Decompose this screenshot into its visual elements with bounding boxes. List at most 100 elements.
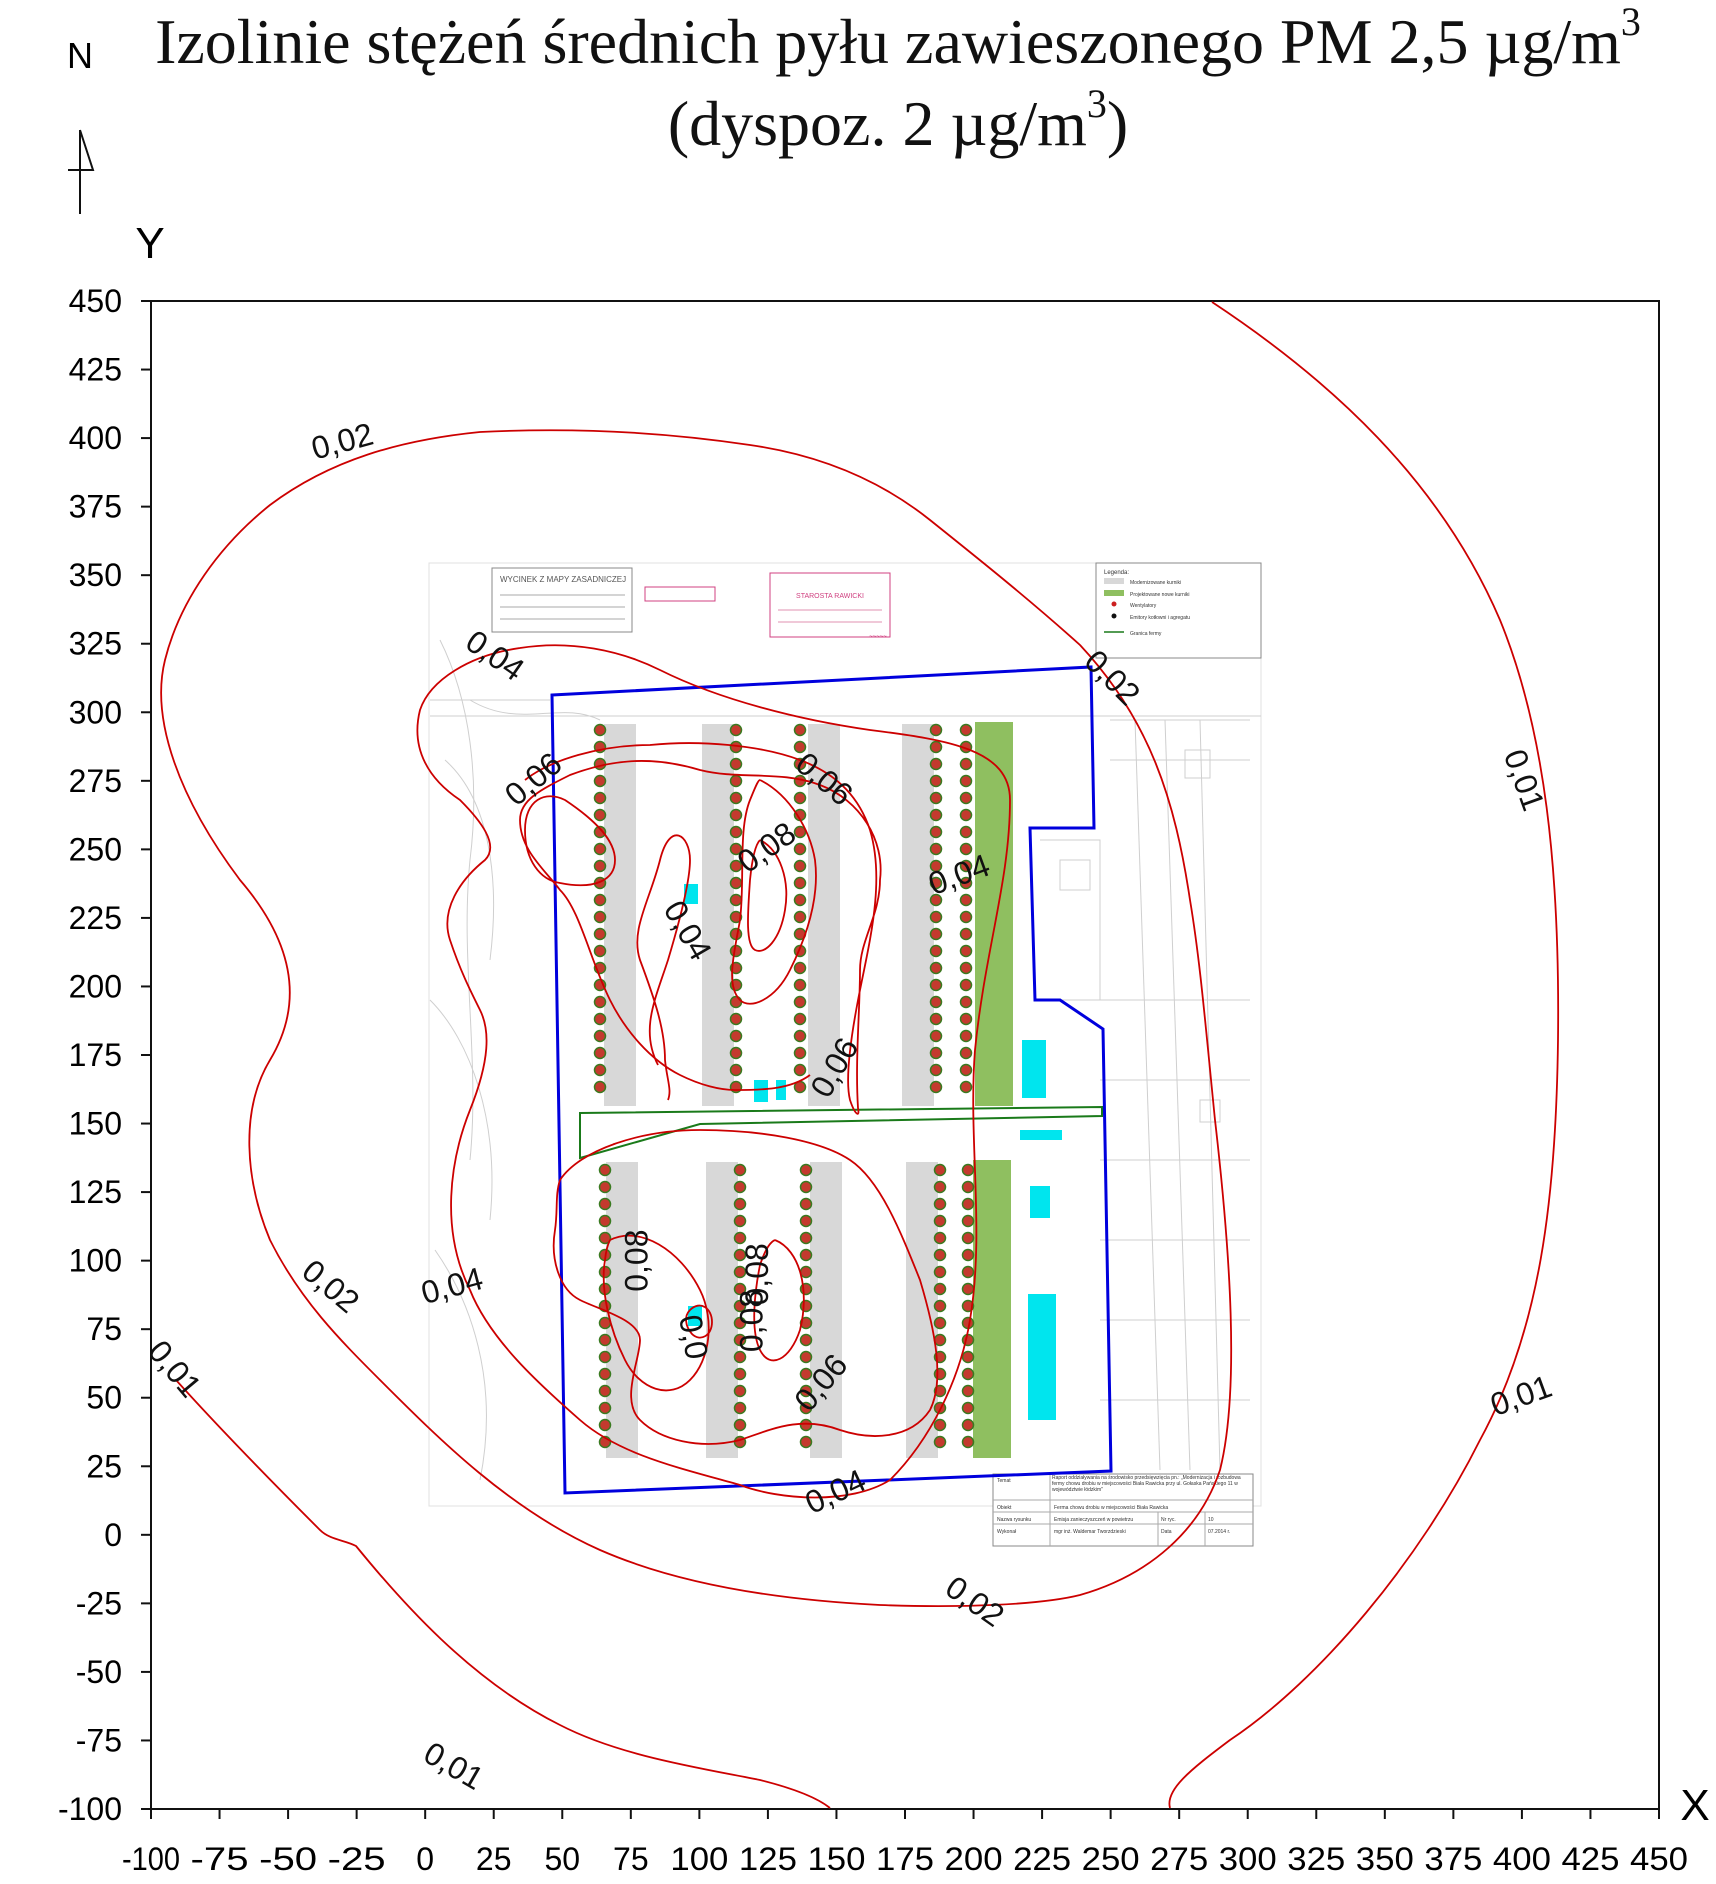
isoline-0-06-north	[519, 742, 882, 1115]
barn	[973, 1160, 1011, 1458]
building	[1022, 1040, 1046, 1098]
fan-marker	[929, 1046, 943, 1060]
title-block-value-1: Raport oddziaływania na środowisko przed…	[1052, 1475, 1241, 1493]
x-tick-label: 125	[739, 1841, 797, 1877]
x-tick-label: -25	[328, 1841, 386, 1877]
barn	[975, 722, 1013, 1106]
isoline-label: 0,01	[1497, 745, 1552, 816]
fan-marker	[959, 842, 973, 856]
title-block-key-1: Temat	[997, 1478, 1011, 1484]
x-tick-label: 250	[1082, 1841, 1140, 1877]
building	[684, 884, 698, 904]
fan-marker	[929, 1012, 943, 1026]
fan-marker	[961, 1265, 975, 1279]
fan-marker	[961, 1248, 975, 1262]
isoline-0-06-south	[552, 1129, 939, 1445]
fan-marker	[933, 1180, 947, 1194]
fan-marker	[593, 1012, 607, 1026]
y-tick-label: 325	[69, 626, 122, 662]
fan-marker	[729, 842, 743, 856]
fan-marker	[961, 1418, 975, 1432]
barn	[706, 1162, 738, 1458]
fan-marker	[793, 1046, 807, 1060]
isoline-label: 0,08	[734, 1290, 770, 1352]
fan-marker	[729, 1012, 743, 1026]
x-tick-label: -75	[191, 1841, 249, 1877]
fan-marker	[959, 944, 973, 958]
fan-marker	[933, 1163, 947, 1177]
concentration-isolines	[160, 301, 1560, 1809]
fan-marker	[959, 774, 973, 788]
fan-marker	[961, 1367, 975, 1381]
barn	[604, 724, 636, 1106]
building	[688, 1306, 702, 1326]
barn	[902, 724, 934, 1106]
x-tick-label: 100	[670, 1841, 728, 1877]
fan-marker	[729, 757, 743, 771]
fan-marker	[733, 1350, 747, 1364]
fan-marker	[729, 876, 743, 890]
fan-marker	[959, 978, 973, 992]
stamps: WYCINEK Z MAPY ZASADNICZEJ STAROSTA RAWI…	[491, 567, 891, 640]
title-block-value-3: Emisja zanieczyszczeń w powietrzu	[1054, 1517, 1133, 1523]
fan-marker	[793, 1029, 807, 1043]
building	[754, 1080, 768, 1102]
isoline-0-01-east	[1168, 301, 1560, 1809]
fan-marker	[929, 910, 943, 924]
fan-marker	[793, 842, 807, 856]
fan-marker	[793, 791, 807, 805]
x-tick-label: -100	[122, 1841, 180, 1877]
fan-marker	[729, 1046, 743, 1060]
x-tick-label: 150	[807, 1841, 865, 1877]
fan-marker	[799, 1333, 813, 1347]
starosta-stamp-text: STAROSTA RAWICKI	[796, 593, 864, 600]
fan-marker	[729, 774, 743, 788]
fan-marker	[929, 774, 943, 788]
fan-marker	[729, 893, 743, 907]
fan-marker	[593, 842, 607, 856]
building	[1030, 1186, 1050, 1218]
legend-item-boundary: Granica fermy	[1130, 631, 1162, 637]
y-tick-label: 75	[86, 1311, 122, 1347]
fan-marker	[959, 859, 973, 873]
fan-marker	[593, 859, 607, 873]
fan-marker	[593, 1080, 607, 1094]
fan-marker	[959, 876, 973, 890]
fan-marker	[593, 1063, 607, 1077]
fan-marker	[733, 1248, 747, 1262]
fan-marker	[799, 1180, 813, 1194]
fan-marker	[793, 1012, 807, 1026]
fan-marker	[929, 842, 943, 856]
fan-marker	[729, 825, 743, 839]
north-label: N	[67, 35, 93, 76]
title-block-key-4: Wykonał	[997, 1529, 1017, 1535]
fan-marker	[733, 1282, 747, 1296]
fan-marker	[733, 1163, 747, 1177]
fan-marker	[929, 740, 943, 754]
barn	[810, 1162, 842, 1458]
title-block-key-3: Nazwa rysunku	[997, 1517, 1031, 1523]
x-tick-label: 300	[1219, 1841, 1277, 1877]
fan-marker	[799, 1197, 813, 1211]
fan-marker	[799, 1350, 813, 1364]
building	[776, 1080, 786, 1100]
fan-marker	[793, 740, 807, 754]
fan-marker	[929, 723, 943, 737]
fan-marker	[598, 1197, 612, 1211]
x-axis-ticks: -100 -75 -50 -25 0 25 50 75 100 125 150 175 200 225 25…	[122, 1809, 1688, 1877]
title-block: Temat Raport oddziaływania na środowisko…	[992, 1473, 1254, 1547]
fan-marker	[793, 978, 807, 992]
y-tick-label: -50	[76, 1654, 122, 1690]
x-tick-label: 375	[1424, 1841, 1482, 1877]
title-block-extra-3: Data	[1161, 1529, 1172, 1535]
fan-marker	[929, 1063, 943, 1077]
fan-marker	[793, 910, 807, 924]
x-tick-label: 400	[1493, 1841, 1551, 1877]
y-tick-label: 125	[69, 1174, 122, 1210]
fan-marker	[959, 1080, 973, 1094]
fan-marker	[598, 1384, 612, 1398]
fan-marker	[733, 1180, 747, 1194]
fan-marker	[961, 1384, 975, 1398]
fan-marker	[929, 927, 943, 941]
fan-marker	[961, 1299, 975, 1313]
